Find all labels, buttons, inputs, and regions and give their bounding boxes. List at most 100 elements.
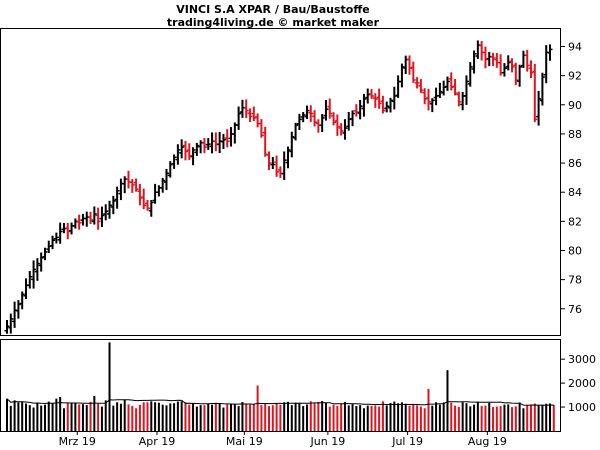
- price-bar: [38, 252, 44, 272]
- price-bar: [490, 52, 496, 67]
- price-bar: [190, 147, 196, 166]
- price-bar: [441, 80, 447, 96]
- price-bar: [471, 50, 477, 74]
- price-bar: [308, 105, 314, 122]
- price-bar: [186, 143, 192, 160]
- volume-bars: [6, 342, 555, 431]
- price-axis: 76 78 80 82 84 86 88 90 92 94: [560, 40, 582, 316]
- price-bar: [357, 99, 363, 120]
- price-tick-label: 82: [568, 215, 582, 228]
- price-bar: [331, 112, 337, 126]
- price-bar: [182, 140, 188, 161]
- price-bar: [342, 119, 348, 140]
- price-panel-frame: [0, 28, 561, 336]
- price-tick-label: 90: [568, 99, 582, 112]
- price-bar: [148, 200, 154, 217]
- price-bar: [270, 156, 276, 170]
- price-bar: [99, 206, 105, 228]
- price-tick-label: 80: [568, 244, 582, 257]
- price-bar: [513, 62, 519, 86]
- price-bar: [353, 104, 359, 117]
- price-bar: [429, 98, 435, 113]
- chart-subtitle: trading4living.de © market maker: [167, 16, 380, 29]
- price-bar: [133, 178, 139, 192]
- price-bar: [456, 91, 462, 107]
- price-bar: [141, 188, 147, 210]
- price-bar: [65, 222, 71, 240]
- price-bar: [175, 144, 181, 165]
- price-bar: [50, 235, 56, 250]
- price-bar: [482, 46, 488, 69]
- price-bar: [437, 82, 443, 98]
- price-bar: [312, 110, 318, 127]
- price-tick-label: 92: [568, 70, 582, 83]
- price-bar: [19, 291, 25, 310]
- price-bar: [501, 63, 507, 77]
- x-tick-label: Aug 19: [468, 435, 507, 448]
- price-bar: [467, 62, 473, 87]
- volume-panel-frame: [0, 339, 561, 432]
- price-bar: [129, 179, 135, 193]
- price-bar: [293, 122, 299, 141]
- x-tick-label: Apr 19: [139, 435, 176, 448]
- price-bar: [463, 75, 469, 105]
- price-bar: [205, 138, 211, 150]
- price-bar: [327, 98, 333, 119]
- price-bar: [296, 113, 302, 130]
- price-bar: [137, 183, 143, 206]
- price-bar: [103, 204, 109, 221]
- price-bar: [517, 64, 523, 87]
- price-bar: [144, 199, 150, 211]
- price-bar: [163, 168, 169, 191]
- price-bar: [224, 129, 230, 148]
- price-bar: [384, 101, 390, 113]
- price-bar: [34, 258, 40, 281]
- price-bar: [285, 146, 291, 169]
- price-bar: [31, 260, 37, 289]
- price-tick-label: 84: [568, 186, 582, 199]
- price-bar: [236, 106, 242, 130]
- price-bar: [376, 88, 382, 109]
- price-bar: [251, 106, 257, 122]
- price-bar: [258, 119, 264, 138]
- price-bar: [350, 110, 356, 127]
- price-bar: [452, 78, 458, 96]
- price-bar: [425, 88, 431, 111]
- volume-tick-label: 2000: [568, 377, 596, 390]
- price-bars: [4, 40, 553, 334]
- price-bar: [289, 131, 295, 158]
- price-bar: [536, 90, 542, 126]
- volume-average-line: [6, 398, 554, 406]
- price-bar: [422, 88, 428, 105]
- price-bar: [274, 155, 280, 177]
- price-bar: [266, 151, 272, 171]
- volume-tick-label: 1000: [568, 401, 596, 414]
- price-bar: [95, 207, 101, 230]
- price-bar: [300, 112, 306, 123]
- price-tick-label: 94: [568, 40, 582, 53]
- price-bar: [338, 123, 344, 136]
- x-tick-label: Jul 19: [391, 435, 423, 448]
- price-bar: [15, 300, 21, 319]
- price-bar: [160, 177, 166, 193]
- price-bar: [388, 97, 394, 113]
- price-bar: [304, 105, 310, 120]
- price-bar: [380, 95, 386, 114]
- x-tick-label: Jun 19: [310, 435, 346, 448]
- price-bar: [444, 76, 450, 91]
- price-tick-label: 88: [568, 128, 582, 141]
- price-bar: [369, 88, 375, 99]
- price-bar: [243, 99, 249, 119]
- price-bar: [247, 108, 253, 123]
- price-tick-label: 76: [568, 303, 582, 316]
- price-bar: [505, 55, 511, 71]
- price-tick-label: 78: [568, 274, 582, 287]
- x-tick-label: Mai 19: [226, 435, 263, 448]
- price-bar: [528, 60, 534, 79]
- price-bar: [114, 186, 120, 209]
- price-bar: [42, 247, 48, 261]
- price-bar: [171, 154, 177, 169]
- price-bar: [334, 114, 340, 136]
